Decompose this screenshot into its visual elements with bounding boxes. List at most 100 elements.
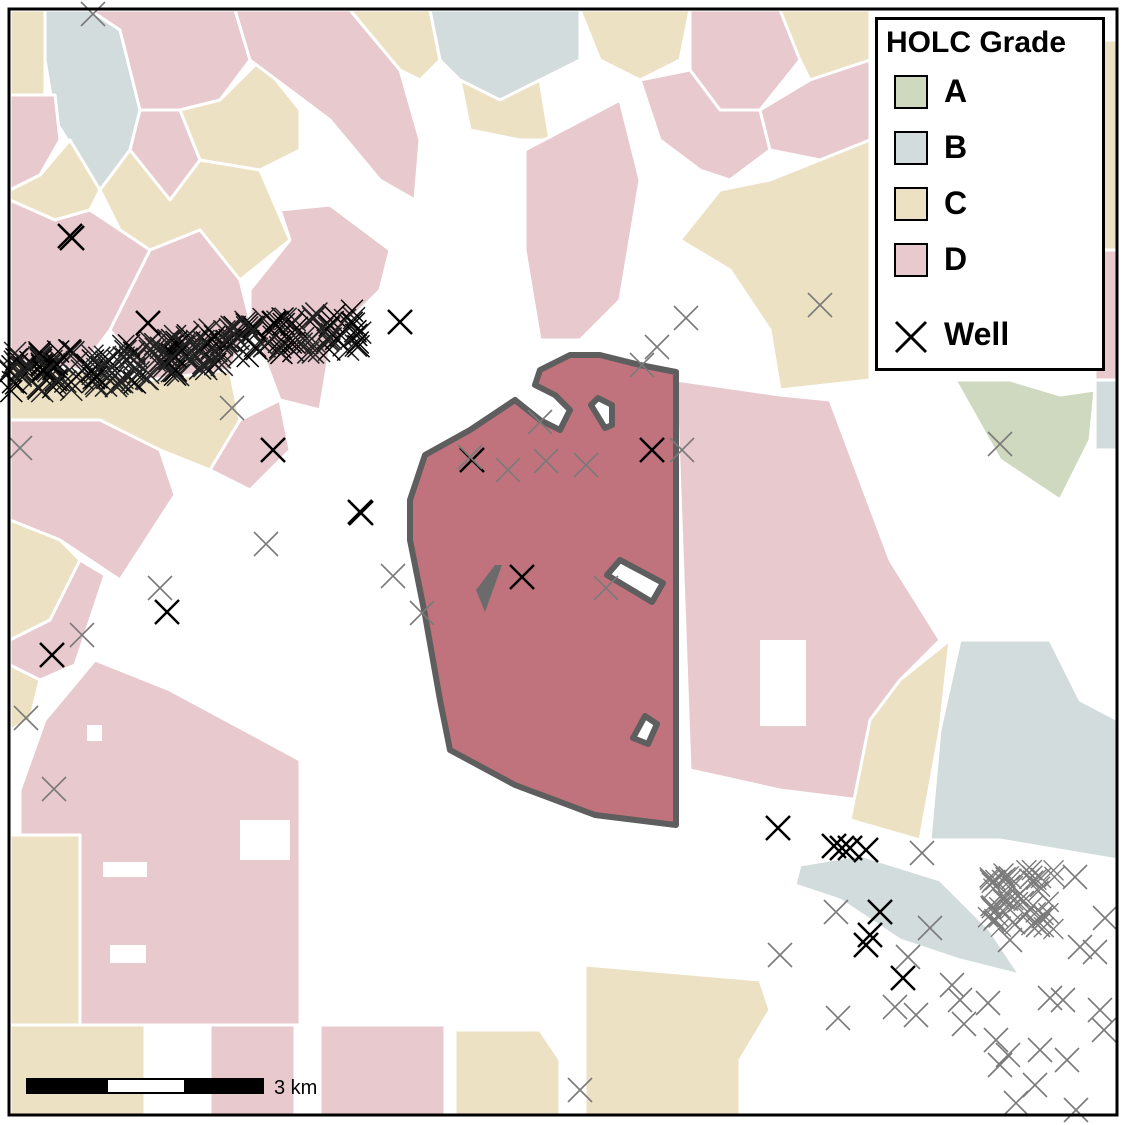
- well-marker: [241, 320, 265, 344]
- well-marker: [995, 1042, 1021, 1068]
- holc-polygon-grade-d: [208, 1023, 297, 1117]
- holc-polygon-grade-c: [8, 1023, 147, 1117]
- well-marker: [85, 357, 109, 381]
- well-marker: [51, 352, 75, 376]
- well-marker: [987, 1052, 1013, 1078]
- well-marker: [347, 334, 371, 358]
- well-marker: [509, 564, 535, 590]
- legend-title: HOLC Grade: [886, 26, 1067, 59]
- well-marker: [997, 890, 1019, 912]
- well-marker: [593, 575, 619, 601]
- well-marker: [853, 837, 879, 863]
- well-marker: [261, 310, 287, 336]
- well-marker: [1082, 939, 1108, 965]
- polygon-hole: [110, 945, 146, 963]
- well-marker: [192, 354, 216, 378]
- well-marker: [767, 942, 793, 968]
- well-marker: [8, 360, 32, 384]
- well-marker: [825, 1005, 851, 1031]
- well-marker: [765, 815, 791, 841]
- well-marker: [340, 311, 364, 335]
- well-marker: [279, 330, 303, 355]
- polygon-hole: [103, 862, 147, 877]
- well-marker: [1002, 875, 1024, 897]
- well-marker: [31, 359, 55, 383]
- polygon-hole: [760, 640, 806, 726]
- well-marker: [573, 452, 599, 478]
- well-marker: [200, 328, 224, 352]
- focus-area-polygon[interactable]: [407, 352, 679, 828]
- well-marker: [823, 899, 849, 925]
- holc-polygon-grade-c: [578, 8, 692, 82]
- well-marker: [107, 349, 131, 373]
- focus-polygon[interactable]: [407, 352, 679, 828]
- well-marker: [344, 334, 368, 358]
- holc-polygon-grade-c: [453, 1028, 562, 1117]
- well-marker: [319, 326, 343, 350]
- well-marker: [947, 987, 973, 1013]
- legend-label: A: [944, 73, 968, 109]
- well-marker: [909, 840, 935, 866]
- well-marker: [867, 899, 893, 925]
- well-marker: [31, 357, 55, 381]
- scale-bar-segment: [106, 1078, 186, 1094]
- well-marker: [340, 299, 364, 323]
- legend-swatch: [894, 75, 928, 109]
- well-marker: [527, 409, 553, 435]
- well-marker: [1067, 934, 1093, 960]
- well-marker: [243, 336, 267, 360]
- well-marker: [1027, 1037, 1053, 1063]
- scale-bar-segment: [184, 1078, 264, 1094]
- holc-polygon-grade-b: [1093, 378, 1120, 452]
- holc-polygon-grade-c: [8, 833, 82, 1027]
- legend-swatch: [894, 243, 928, 277]
- well-marker: [917, 915, 943, 941]
- well-marker: [9, 362, 33, 386]
- well-marker: [154, 599, 180, 625]
- well-marker: [253, 531, 279, 557]
- legend-label: C: [944, 185, 968, 221]
- legend-label-well: Well: [944, 316, 1010, 352]
- well-marker: [380, 563, 406, 589]
- holc-polygon-grade-c: [678, 138, 872, 392]
- well-marker: [41, 776, 67, 802]
- well-marker: [409, 600, 435, 626]
- well-marker: [69, 622, 95, 648]
- well-marker: [1029, 876, 1051, 898]
- holc-polygon-grade-b: [793, 853, 1022, 977]
- well-marker: [302, 306, 326, 330]
- well-marker: [1043, 866, 1065, 888]
- holc-polygon-grade-a: [953, 378, 1097, 502]
- polygon-hole: [240, 820, 290, 860]
- well-marker: [1021, 859, 1043, 881]
- well-marker: [290, 332, 314, 356]
- well-marker: [272, 312, 296, 336]
- well-marker: [567, 1077, 593, 1103]
- well-marker: [939, 972, 965, 998]
- well-marker: [13, 705, 39, 731]
- well-marker: [59, 370, 83, 394]
- well-marker: [218, 317, 242, 341]
- well-marker: [212, 319, 236, 343]
- well-marker: [882, 994, 908, 1020]
- focus-polygon-hole: [630, 713, 660, 747]
- focus-polygon-inclusion: [476, 565, 502, 612]
- well-marker: [1091, 1017, 1117, 1043]
- well-marker: [1062, 864, 1088, 890]
- well-marker: [226, 327, 250, 351]
- map-frame: [7, 7, 1119, 1117]
- well-marker: [644, 334, 670, 360]
- well-marker: [639, 437, 665, 463]
- holc-polygon-grade-c: [583, 963, 772, 1117]
- well-marker: [829, 835, 855, 861]
- well-marker: [387, 309, 413, 335]
- focus-polygon-hole: [588, 395, 615, 431]
- well-marker: [990, 916, 1012, 938]
- well-marker: [114, 339, 138, 363]
- polygon-hole: [87, 725, 102, 741]
- well-marker: [80, 1, 106, 27]
- well-marker: [853, 932, 879, 958]
- well-marker: [1027, 880, 1049, 902]
- well-marker: [1050, 987, 1076, 1013]
